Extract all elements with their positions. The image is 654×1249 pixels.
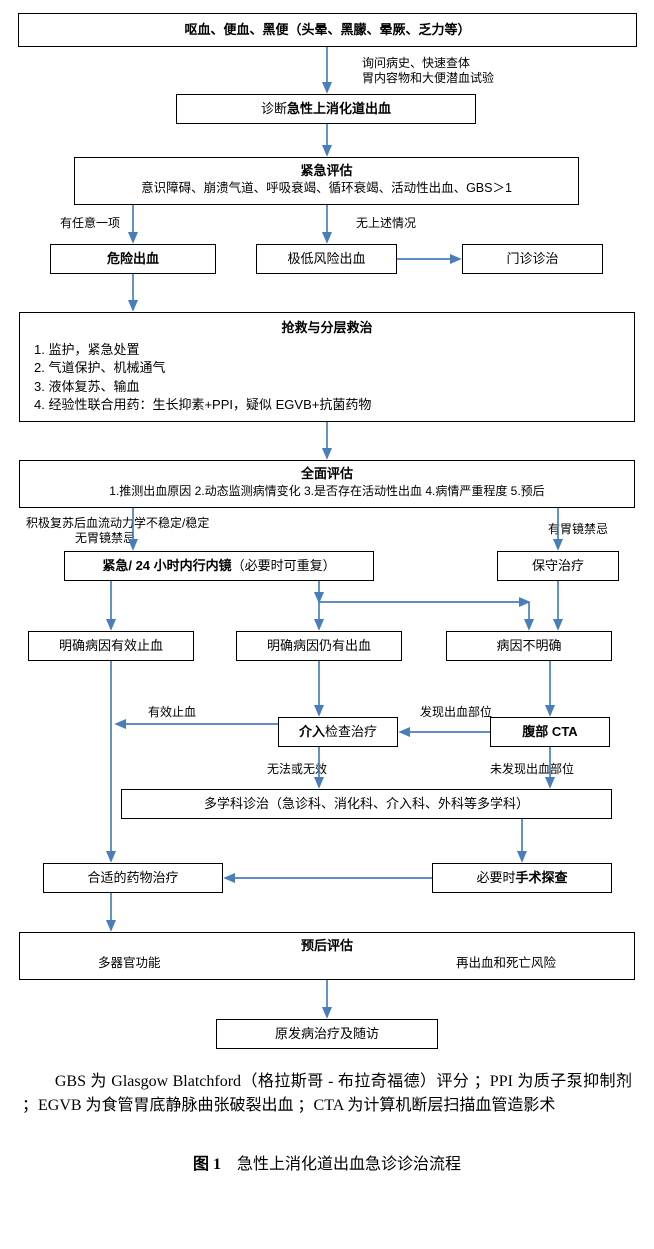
- node-conservative: 保守治疗: [497, 551, 619, 581]
- text: 极低风险出血: [287, 250, 365, 268]
- footnote: GBS 为 Glasgow Blatchford（格拉斯哥 - 布拉奇福德）评分…: [0, 1070, 654, 1118]
- node-danger-bleed: 危险出血: [50, 244, 216, 274]
- label-effective: 有效止血: [148, 703, 196, 720]
- node-cta: 腹部 CTA: [490, 717, 610, 747]
- sub: 意识障碍、崩溃气道、呼吸衰竭、循环衰竭、活动性出血、GBS＞1: [83, 180, 570, 198]
- label-occult: 胃内容物和大便潜血试验: [362, 69, 494, 86]
- text: 危险出血: [107, 250, 159, 268]
- node-surgery: 必要时手术探查: [432, 863, 612, 893]
- title: 预后评估: [28, 937, 626, 955]
- node-still-bleed: 明确病因仍有出血: [236, 631, 402, 661]
- sub: 1.推测出血原因 2.动态监测病情变化 3.是否存在活动性出血 4.病情严重程度…: [28, 483, 626, 500]
- text: 诊断急性上消化道出血: [261, 100, 391, 118]
- node-endoscopy: 紧急/ 24 小时内行内镜（必要时可重复）: [64, 551, 374, 581]
- label-any: 有任意一项: [60, 214, 120, 231]
- node-diagnosis: 诊断急性上消化道出血: [176, 94, 476, 124]
- text: 多学科诊治（急诊科、消化科、介入科、外科等多学科）: [204, 795, 529, 813]
- title: 全面评估: [28, 465, 626, 483]
- node-drug: 合适的药物治疗: [43, 863, 223, 893]
- text: 介入检查治疗: [299, 723, 377, 741]
- right: 再出血和死亡风险: [456, 955, 556, 973]
- node-unknown: 病因不明确: [446, 631, 612, 661]
- label-invalid: 无法或无效: [267, 760, 327, 777]
- text: 保守治疗: [532, 557, 584, 575]
- node-symptoms: 呕血、便血、黑便（头晕、黑朦、晕厥、乏力等）: [18, 13, 637, 47]
- text: 明确病因有效止血: [59, 637, 163, 655]
- node-emergency-assess: 紧急评估 意识障碍、崩溃气道、呼吸衰竭、循环衰竭、活动性出血、GBS＞1: [74, 157, 579, 205]
- l1: 1. 监护，紧急处置: [34, 341, 139, 359]
- l2: 2. 气道保护、机械通气: [34, 359, 165, 377]
- node-outpatient: 门诊诊治: [462, 244, 603, 274]
- text: 合适的药物治疗: [87, 869, 178, 887]
- text: 门诊诊治: [506, 250, 558, 268]
- label-none: 无上述情况: [356, 214, 416, 231]
- node-rescue: 抢救与分层救治 1. 监护，紧急处置 2. 气道保护、机械通气 3. 液体复苏、…: [19, 312, 635, 422]
- figure-caption: 图 1 急性上消化道出血急诊诊治流程: [0, 1150, 654, 1174]
- label-notfound: 未发现出血部位: [490, 760, 574, 777]
- text: 呕血、便血、黑便（头晕、黑朦、晕厥、乏力等）: [184, 21, 470, 39]
- node-followup: 原发病治疗及随访: [216, 1019, 438, 1049]
- text: 腹部 CTA: [522, 723, 577, 741]
- node-prognosis: 预后评估 多器官功能 再出血和死亡风险: [19, 932, 635, 980]
- label-endo-contra: 有胃镜禁忌: [548, 520, 608, 537]
- title: 抢救与分层救治: [34, 319, 620, 337]
- text: 病因不明确: [496, 637, 561, 655]
- node-full-assess: 全面评估 1.推测出血原因 2.动态监测病情变化 3.是否存在活动性出血 4.病…: [19, 460, 635, 508]
- node-verylow-risk: 极低风险出血: [256, 244, 397, 274]
- label-findsite: 发现出血部位: [420, 703, 492, 720]
- text: 必要时手术探查: [476, 869, 567, 887]
- node-mdt: 多学科诊治（急诊科、消化科、介入科、外科等多学科）: [121, 789, 612, 819]
- node-stop-ok: 明确病因有效止血: [28, 631, 194, 661]
- text: 紧急/ 24 小时内行内镜（必要时可重复）: [102, 557, 335, 575]
- left: 多器官功能: [98, 955, 161, 973]
- node-intervention: 介入检查治疗: [278, 717, 398, 747]
- l3: 3. 液体复苏、输血: [34, 378, 139, 396]
- title: 紧急评估: [83, 162, 570, 180]
- label-noendo: 无胃镜禁忌: [75, 529, 135, 546]
- l4: 4. 经验性联合用药：生长抑素+PPI，疑似 EGVB+抗菌药物: [34, 396, 371, 414]
- text: 原发病治疗及随访: [275, 1025, 379, 1043]
- text: 明确病因仍有出血: [267, 637, 371, 655]
